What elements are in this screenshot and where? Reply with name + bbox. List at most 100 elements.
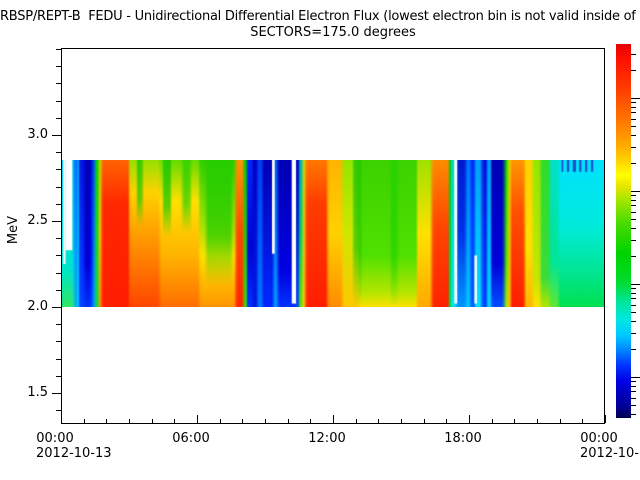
colorbar-minor-tick (631, 240, 636, 241)
x-minor-tick (84, 419, 85, 423)
x-minor-tick (310, 419, 311, 423)
colorbar-minor-tick (631, 119, 636, 120)
y-minor-tick (56, 169, 61, 171)
y-minor-tick (56, 324, 61, 326)
x-minor-tick (514, 419, 515, 423)
x-major-tick (605, 415, 606, 423)
y-minor-tick (56, 238, 61, 240)
colorbar-minor-tick (631, 70, 636, 71)
colorbar-major-tick (631, 377, 640, 378)
colorbar-minor-tick (631, 381, 636, 382)
colorbar-minor-tick (631, 147, 636, 148)
colorbar-minor-tick (631, 200, 636, 201)
x-minor-tick (242, 419, 243, 423)
colorbar-minor-tick (631, 293, 636, 294)
colorbar (616, 44, 631, 418)
x-minor-tick (582, 419, 583, 423)
plot-title: RBSP/REPT-B FEDU - Unidirectional Differ… (0, 9, 640, 24)
x-tick-label: 00:00 (580, 431, 618, 446)
x-minor-tick (174, 419, 175, 423)
x-tick-label: 12:00 (308, 431, 346, 446)
x-minor-tick (129, 419, 130, 423)
y-minor-tick (56, 186, 61, 188)
colorbar-minor-tick (631, 102, 636, 103)
x-minor-tick (424, 419, 425, 423)
y-minor-tick (56, 410, 61, 412)
y-minor-tick (56, 375, 61, 377)
x-minor-tick (152, 419, 153, 423)
colorbar-minor-tick (631, 107, 636, 108)
x-minor-tick (492, 419, 493, 423)
x-tick-label: 00:00 (36, 431, 74, 446)
x-tick-label: 18:00 (444, 431, 482, 446)
colorbar-minor-tick (631, 312, 636, 313)
plot-frame (61, 48, 605, 424)
x-minor-tick (537, 419, 538, 423)
y-minor-tick (56, 289, 61, 291)
colorbar-minor-tick (631, 205, 636, 206)
colorbar-minor-tick (631, 219, 636, 220)
colorbar-minor-tick (631, 256, 636, 257)
x-minor-tick (378, 419, 379, 423)
x-minor-tick (401, 419, 402, 423)
y-minor-tick (56, 100, 61, 102)
colorbar-minor-tick (631, 405, 636, 406)
y-minor-tick (56, 358, 61, 360)
colorbar-minor-tick (631, 212, 636, 213)
colorbar-minor-tick (631, 126, 636, 127)
x-major-tick (333, 415, 334, 423)
colorbar-minor-tick (631, 333, 636, 334)
colorbar-minor-tick (631, 298, 636, 299)
colorbar-minor-tick (631, 163, 636, 164)
colorbar-minor-tick (631, 228, 636, 229)
y-minor-tick (56, 272, 61, 274)
y-minor-tick (56, 152, 61, 154)
y-major-tick (52, 393, 61, 394)
y-tick-label: 3.0 (27, 127, 48, 142)
spectrogram-image (61, 160, 605, 307)
plot-subtitle: SECTORS=175.0 degrees (250, 25, 416, 40)
colorbar-minor-tick (631, 398, 636, 399)
x-minor-tick (106, 419, 107, 423)
y-major-tick (52, 135, 61, 136)
y-minor-tick (56, 83, 61, 85)
colorbar-major-tick (631, 98, 640, 99)
x-minor-tick (560, 419, 561, 423)
y-tick-label: 2.0 (27, 299, 48, 314)
x-date-label: 2012-10-13 (36, 446, 112, 461)
x-major-tick (469, 415, 470, 423)
x-minor-tick (265, 419, 266, 423)
y-minor-tick (56, 66, 61, 68)
x-minor-tick (356, 419, 357, 423)
colorbar-minor-tick (631, 195, 636, 196)
colorbar-minor-tick (631, 288, 636, 289)
x-minor-tick (288, 419, 289, 423)
y-major-tick (52, 221, 61, 222)
colorbar-minor-tick (631, 135, 636, 136)
colorbar-minor-tick (631, 305, 636, 306)
y-minor-tick (56, 341, 61, 343)
x-minor-tick (446, 419, 447, 423)
y-minor-tick (56, 255, 61, 257)
y-tick-label: 1.5 (27, 385, 48, 400)
colorbar-minor-tick (631, 391, 636, 392)
colorbar-minor-tick (631, 386, 636, 387)
x-date-label: 2012-10-14 (580, 446, 640, 461)
x-tick-label: 06:00 (172, 431, 210, 446)
y-minor-tick (56, 117, 61, 119)
y-tick-label: 2.5 (27, 213, 48, 228)
x-major-tick (197, 415, 198, 423)
y-minor-tick (56, 49, 61, 50)
colorbar-minor-tick (631, 349, 636, 350)
x-minor-tick (220, 419, 221, 423)
colorbar-minor-tick (631, 112, 636, 113)
colorbar-major-tick (631, 284, 640, 285)
x-major-tick (61, 415, 62, 423)
y-minor-tick (56, 203, 61, 205)
y-major-tick (52, 307, 61, 308)
colorbar-major-tick (631, 191, 640, 192)
colorbar-minor-tick (631, 321, 636, 322)
colorbar-minor-tick (631, 414, 636, 415)
colorbar-minor-tick (631, 54, 636, 55)
